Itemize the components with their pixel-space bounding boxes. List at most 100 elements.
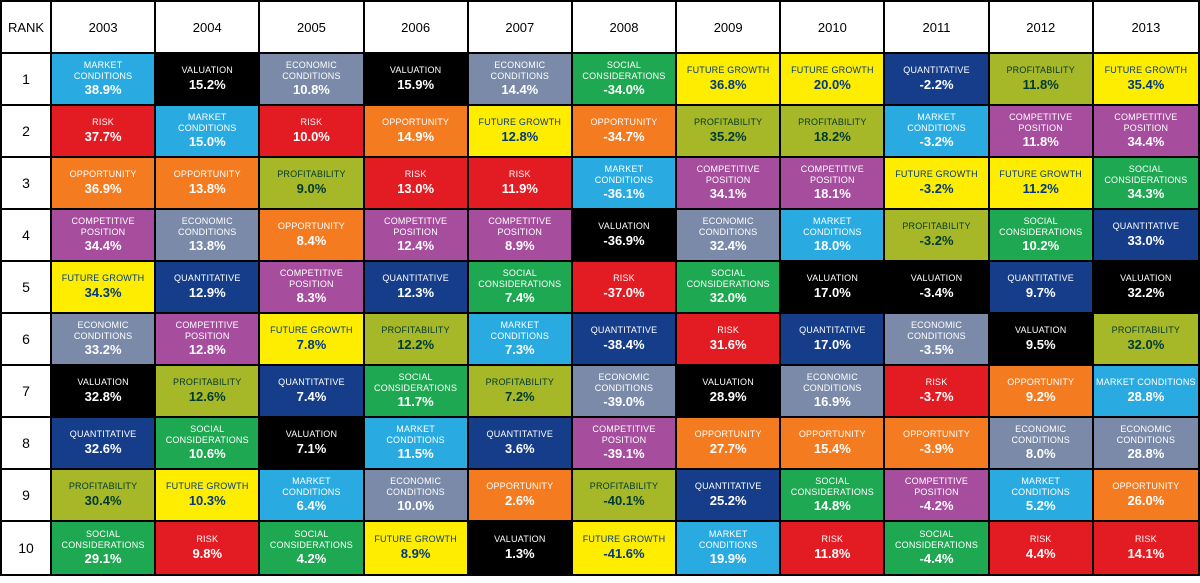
cell-category: SOCIAL CONSIDERATIONS: [1096, 164, 1196, 185]
cell-category: OPPORTUNITY: [1007, 377, 1074, 387]
cell-category: COMPETITIVE POSITION: [54, 216, 152, 237]
cell-value: 15.2%: [189, 78, 226, 93]
quilt-cell: MARKET CONDITIONS18.0%: [781, 210, 885, 262]
quilt-cell: COMPETITIVE POSITION12.8%: [156, 314, 260, 366]
cell-category: ECONOMIC CONDITIONS: [367, 476, 465, 497]
quilt-cell: SOCIAL CONSIDERATIONS-34.0%: [573, 54, 677, 106]
quilt-cell: PROFITABILITY-40.1%: [573, 470, 677, 522]
cell-category: SOCIAL CONSIDERATIONS: [679, 268, 777, 289]
cell-category: QUANTITATIVE: [799, 325, 866, 335]
cell-value: 7.1%: [297, 442, 327, 457]
cell-value: 32.0%: [1127, 338, 1164, 353]
cell-value: 7.4%: [505, 291, 535, 306]
cell-value: 8.3%: [297, 291, 327, 306]
header-year: 2008: [573, 2, 677, 54]
cell-value: -39.0%: [603, 395, 644, 410]
cell-category: ECONOMIC CONDITIONS: [887, 320, 985, 341]
cell-value: 25.2%: [710, 494, 747, 509]
quilt-cell: COMPETITIVE POSITION11.8%: [990, 106, 1094, 158]
rank-label: 2: [2, 106, 52, 158]
cell-category: OPPORTUNITY: [70, 169, 137, 179]
cell-value: -41.6%: [603, 547, 644, 562]
cell-category: SOCIAL CONSIDERATIONS: [54, 529, 152, 550]
quilt-cell: VALUATION7.1%: [260, 418, 364, 470]
cell-category: QUANTITATIVE: [382, 273, 449, 283]
rank-label: 3: [2, 158, 52, 210]
cell-value: 28.8%: [1127, 390, 1164, 405]
cell-value: -40.1%: [603, 494, 644, 509]
cell-category: ECONOMIC CONDITIONS: [575, 372, 673, 393]
cell-value: 33.2%: [85, 343, 122, 358]
cell-value: 9.0%: [297, 182, 327, 197]
cell-category: FUTURE GROWTH: [583, 534, 666, 544]
quilt-cell: QUANTITATIVE-2.2%: [885, 54, 989, 106]
quilt-cell: COMPETITIVE POSITION34.4%: [52, 210, 156, 262]
quilt-cell: ECONOMIC CONDITIONS28.8%: [1094, 418, 1198, 470]
cell-value: 17.0%: [814, 286, 851, 301]
quilt-cell: SOCIAL CONSIDERATIONS7.4%: [469, 262, 573, 314]
cell-value: -3.2%: [920, 135, 954, 150]
cell-category: RISK: [301, 117, 323, 127]
cell-value: 15.9%: [397, 78, 434, 93]
cell-value: 4.2%: [297, 552, 327, 567]
cell-category: MARKET CONDITIONS: [887, 112, 985, 133]
cell-value: 11.5%: [398, 447, 434, 462]
cell-category: ECONOMIC CONDITIONS: [54, 320, 152, 341]
cell-value: 29.1%: [85, 552, 122, 567]
quilt-cell: MARKET CONDITIONS38.9%: [52, 54, 156, 106]
quilt-cell: FUTURE GROWTH34.3%: [52, 262, 156, 314]
cell-category: VALUATION: [182, 65, 233, 75]
quilt-cell: VALUATION32.2%: [1094, 262, 1198, 314]
cell-value: 36.8%: [710, 78, 747, 93]
cell-category: RISK: [196, 534, 218, 544]
cell-value: 13.8%: [189, 182, 226, 197]
cell-category: OPPORTUNITY: [695, 429, 762, 439]
cell-value: 32.0%: [710, 291, 747, 306]
cell-value: 9.7%: [1026, 286, 1056, 301]
cell-category: VALUATION: [77, 377, 128, 387]
quilt-cell: RISK-3.7%: [885, 366, 989, 418]
cell-value: -3.9%: [920, 442, 954, 457]
quilt-cell: PROFITABILITY18.2%: [781, 106, 885, 158]
quilt-cell: OPPORTUNITY14.9%: [365, 106, 469, 158]
cell-category: PROFITABILITY: [902, 221, 970, 231]
quilt-cell: PROFITABILITY32.0%: [1094, 314, 1198, 366]
header-year: 2005: [260, 2, 364, 54]
cell-category: COMPETITIVE POSITION: [262, 268, 360, 289]
quilt-cell: PROFITABILITY7.2%: [469, 366, 573, 418]
cell-category: RISK: [613, 273, 635, 283]
quilt-cell: PROFITABILITY35.2%: [677, 106, 781, 158]
cell-value: -39.1%: [603, 447, 644, 462]
rank-label: 1: [2, 54, 52, 106]
quilt-cell: VALUATION 15.9%: [365, 54, 469, 106]
quilt-cell: ECONOMIC CONDITIONS8.0%: [990, 418, 1094, 470]
cell-value: 34.4%: [1127, 135, 1164, 150]
quilt-cell: COMPETITIVE POSITION34.4%: [1094, 106, 1198, 158]
cell-value: 10.3%: [189, 494, 226, 509]
cell-category: RISK: [405, 169, 427, 179]
cell-value: 10.0%: [293, 130, 330, 145]
rank-label: 4: [2, 210, 52, 262]
cell-category: MARKET CONDITIONS: [575, 164, 673, 185]
cell-value: 14.8%: [814, 499, 851, 514]
cell-category: QUANTITATIVE: [278, 377, 345, 387]
cell-category: PROFITABILITY: [173, 377, 241, 387]
cell-value: -3.7%: [920, 390, 954, 405]
quilt-cell: PROFITABILITY12.6%: [156, 366, 260, 418]
cell-value: 7.3%: [505, 343, 535, 358]
cell-value: 8.4%: [297, 234, 327, 249]
header-year: 2009: [677, 2, 781, 54]
quilt-cell: RISK-37.0%: [573, 262, 677, 314]
quilt-cell: OPPORTUNITY26.0%: [1094, 470, 1198, 522]
cell-category: VALUATION: [390, 65, 441, 75]
cell-value: 7.4%: [297, 390, 327, 405]
rank-label: 5: [2, 262, 52, 314]
cell-category: VALUATION: [911, 273, 962, 283]
header-year: 2011: [885, 2, 989, 54]
quilt-cell: FUTURE GROWTH -41.6%: [573, 522, 677, 574]
quilt-cell: RISK11.9%: [469, 158, 573, 210]
quilt-cell: OPPORTUNITY9.2%: [990, 366, 1094, 418]
cell-value: -4.2%: [920, 499, 954, 514]
quilt-cell: SOCIAL CONSIDERATIONS-4.4%: [885, 522, 989, 574]
cell-category: ECONOMIC CONDITIONS: [262, 60, 360, 81]
